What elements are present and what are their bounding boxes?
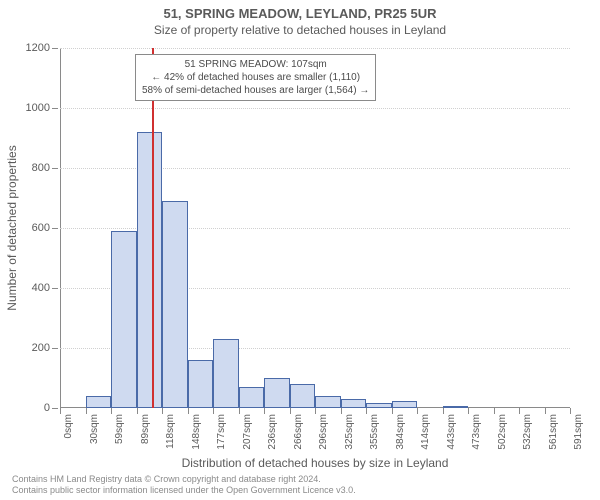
histogram-bar bbox=[213, 339, 239, 408]
annotation-line1: 51 SPRING MEADOW: 107sqm bbox=[142, 58, 369, 71]
x-tick bbox=[392, 408, 393, 414]
x-tick bbox=[417, 408, 418, 414]
x-tick bbox=[60, 408, 61, 414]
x-tick-label: 502sqm bbox=[497, 414, 508, 450]
x-tick bbox=[545, 408, 546, 414]
x-tick bbox=[570, 408, 571, 414]
x-tick-label: 325sqm bbox=[344, 414, 355, 450]
x-tick bbox=[519, 408, 520, 414]
x-tick-label: 355sqm bbox=[369, 414, 380, 450]
property-marker-line bbox=[152, 48, 154, 408]
x-tick bbox=[188, 408, 189, 414]
x-tick-label: 414sqm bbox=[420, 414, 431, 450]
x-tick-label: 591sqm bbox=[573, 414, 584, 450]
x-tick bbox=[213, 408, 214, 414]
x-tick bbox=[315, 408, 316, 414]
y-tick-label: 200 bbox=[32, 342, 60, 354]
y-tick-label: 600 bbox=[32, 222, 60, 234]
y-tick-label: 800 bbox=[32, 162, 60, 174]
x-tick-label: 30sqm bbox=[89, 414, 100, 444]
y-tick-label: 400 bbox=[32, 282, 60, 294]
y-tick-label: 1200 bbox=[26, 42, 60, 54]
gridline bbox=[60, 108, 570, 109]
histogram-bar bbox=[264, 378, 290, 408]
y-axis-label: Number of detached properties bbox=[5, 145, 19, 310]
x-tick-label: 296sqm bbox=[318, 414, 329, 450]
x-tick-label: 118sqm bbox=[165, 414, 176, 449]
x-tick-label: 89sqm bbox=[140, 414, 151, 444]
footer-line1: Contains HM Land Registry data © Crown c… bbox=[12, 474, 356, 485]
plot-area: 020040060080010001200 0sqm30sqm59sqm89sq… bbox=[60, 48, 570, 408]
y-tick-label: 1000 bbox=[26, 102, 60, 114]
x-tick-label: 473sqm bbox=[471, 414, 482, 450]
x-tick bbox=[494, 408, 495, 414]
x-tick bbox=[162, 408, 163, 414]
footer-line2: Contains public sector information licen… bbox=[12, 485, 356, 496]
x-tick bbox=[341, 408, 342, 414]
x-axis-label: Distribution of detached houses by size … bbox=[182, 456, 449, 470]
x-tick-label: 561sqm bbox=[548, 414, 559, 450]
x-tick-label: 0sqm bbox=[63, 414, 74, 438]
y-tick-label: 0 bbox=[44, 402, 60, 414]
x-tick-label: 177sqm bbox=[216, 414, 227, 450]
histogram-bar bbox=[86, 396, 112, 408]
histogram-bar bbox=[315, 396, 341, 408]
histogram-bar bbox=[341, 399, 367, 408]
x-tick-label: 207sqm bbox=[242, 414, 253, 450]
footer: Contains HM Land Registry data © Crown c… bbox=[12, 474, 356, 496]
chart-container: 51, SPRING MEADOW, LEYLAND, PR25 5UR Siz… bbox=[0, 0, 600, 500]
annotation-line2: ← 42% of detached houses are smaller (1,… bbox=[142, 71, 369, 84]
x-tick bbox=[366, 408, 367, 414]
x-tick bbox=[111, 408, 112, 414]
histogram-bar bbox=[188, 360, 214, 408]
histogram-bar bbox=[162, 201, 188, 408]
x-tick bbox=[290, 408, 291, 414]
histogram-bar bbox=[392, 401, 418, 408]
histogram-bar bbox=[443, 406, 469, 408]
x-tick-label: 266sqm bbox=[293, 414, 304, 450]
gridline bbox=[60, 48, 570, 49]
x-tick bbox=[86, 408, 87, 414]
x-tick-label: 148sqm bbox=[191, 414, 202, 450]
page-subtitle: Size of property relative to detached ho… bbox=[0, 21, 600, 37]
histogram-bar bbox=[137, 132, 163, 408]
page-title: 51, SPRING MEADOW, LEYLAND, PR25 5UR bbox=[0, 0, 600, 21]
x-tick bbox=[137, 408, 138, 414]
x-tick-label: 59sqm bbox=[114, 414, 125, 444]
x-tick bbox=[239, 408, 240, 414]
annotation-box: 51 SPRING MEADOW: 107sqm ← 42% of detach… bbox=[135, 54, 376, 101]
histogram-bar bbox=[111, 231, 137, 408]
x-tick bbox=[468, 408, 469, 414]
annotation-line3: 58% of semi-detached houses are larger (… bbox=[142, 84, 369, 97]
histogram-bar bbox=[239, 387, 265, 408]
x-tick bbox=[443, 408, 444, 414]
x-tick-label: 532sqm bbox=[522, 414, 533, 450]
x-tick-label: 443sqm bbox=[446, 414, 457, 450]
x-tick-label: 384sqm bbox=[395, 414, 406, 450]
x-tick-label: 236sqm bbox=[267, 414, 278, 450]
histogram-bar bbox=[290, 384, 316, 408]
x-tick bbox=[264, 408, 265, 414]
histogram-bar bbox=[366, 403, 392, 408]
